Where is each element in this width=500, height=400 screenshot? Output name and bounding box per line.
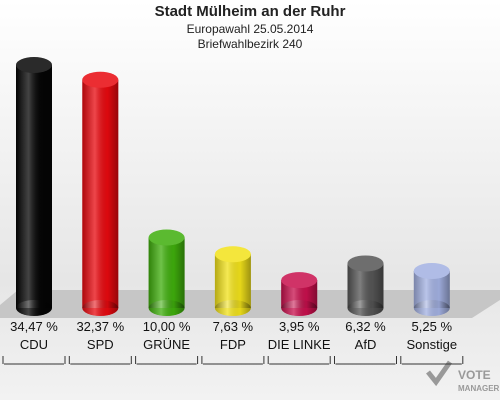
bar-top-shade (413, 262, 450, 279)
bar-top (281, 272, 318, 289)
bar-top (148, 229, 185, 246)
bar-top-shade (214, 246, 251, 263)
bar-top (82, 71, 119, 88)
bar-body-shade (148, 237, 185, 308)
value-label: 10,00 % (142, 319, 191, 334)
bar-top (214, 246, 251, 263)
chart-subtitle: Europawahl 25.05.2014 (187, 22, 314, 36)
value-label: 3,95 % (278, 319, 320, 334)
bar (148, 229, 185, 316)
bar-top-shade (148, 229, 185, 246)
logo-icon (426, 360, 453, 387)
x-tick-label: SPD (86, 337, 114, 352)
bar-top (347, 255, 384, 272)
value-label: 6,32 % (345, 319, 386, 334)
bar-top-shade (82, 71, 119, 88)
x-tick-label: CDU (19, 337, 49, 352)
bar (214, 246, 251, 316)
bar-body-shade (16, 64, 52, 308)
x-tick-label: DIE LINKE (267, 337, 331, 352)
bar-top (16, 56, 52, 73)
bar-top (413, 262, 450, 279)
bar (16, 56, 52, 316)
bar (82, 71, 119, 316)
x-tick-label: GRÜNE (143, 337, 191, 352)
value-label: 32,37 % (76, 319, 125, 334)
x-tick-label: Sonstige (406, 337, 458, 352)
bar-body-shade (214, 254, 251, 308)
value-label: 5,25 % (411, 319, 453, 334)
logo-text: VOTE (458, 368, 491, 382)
bar (347, 255, 384, 316)
bar-top-shade (16, 56, 52, 73)
logo-text: MANAGER (458, 384, 500, 393)
value-label: 34,47 % (10, 319, 58, 334)
chart-title: Stadt Mülheim an der Ruhr (155, 3, 346, 20)
x-tick-label: AfD (354, 337, 377, 352)
bar (413, 262, 450, 316)
bar-top-shade (281, 272, 318, 289)
logo: VOTE MANAGER (426, 360, 500, 393)
chart-subtitle: Briefwahlbezirk 240 (198, 37, 303, 51)
bar-top-shade (347, 255, 384, 272)
x-tick-label: FDP (219, 337, 246, 352)
bar (281, 272, 318, 316)
bar-body-shade (82, 79, 119, 308)
value-label: 7,63 % (212, 319, 254, 334)
